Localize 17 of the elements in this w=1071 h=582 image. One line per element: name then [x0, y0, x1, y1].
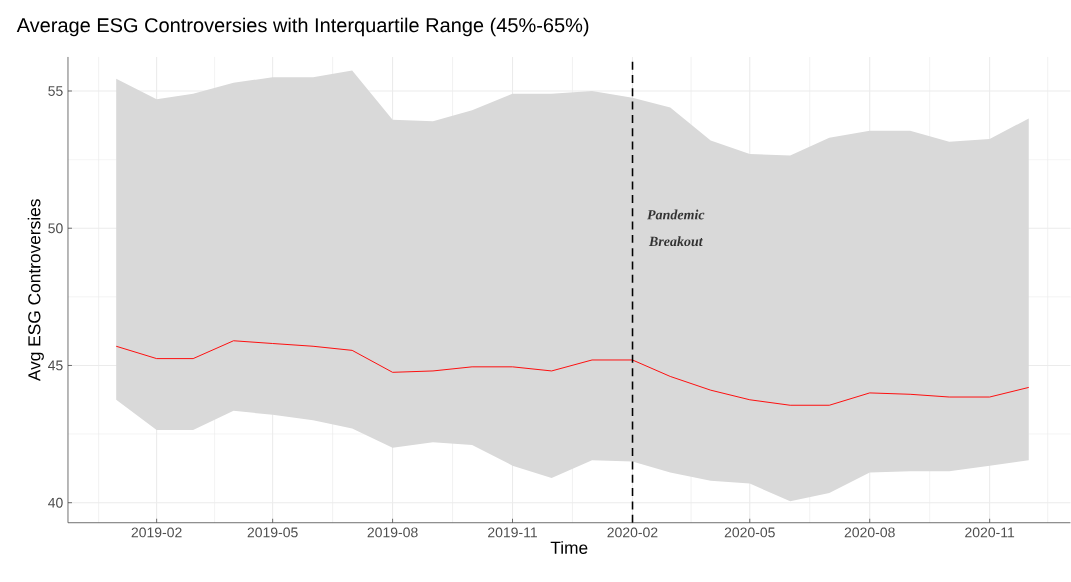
x-tick-label: 2020-02: [607, 527, 658, 538]
x-tick-label: 2020-11: [965, 527, 1015, 538]
x-tick-label: 2019-11: [488, 527, 537, 538]
x-tick-label: 2020-08: [844, 527, 895, 538]
text: Pandemic Breakout: [647, 209, 705, 247]
chart-title: Average ESG Controversies with Interquartile Range (45%-65%): [16, 17, 589, 37]
y-tick-label: 55: [48, 86, 63, 97]
y-tick-label: 45: [48, 360, 63, 371]
x-tick-label: 2019-08: [367, 527, 418, 538]
y-tick-label: 50: [48, 223, 63, 234]
x-tick-label: 2020-05: [724, 527, 775, 538]
x-tick-label: 2019-02: [131, 527, 182, 538]
line-series: [115, 340, 1030, 406]
y-axis-title: Avg ESG Controversies: [27, 199, 44, 382]
x-tick-label: 2019-05: [247, 527, 298, 538]
y-tick-label: 40: [48, 497, 63, 508]
x-axis-title: Time: [550, 541, 588, 555]
